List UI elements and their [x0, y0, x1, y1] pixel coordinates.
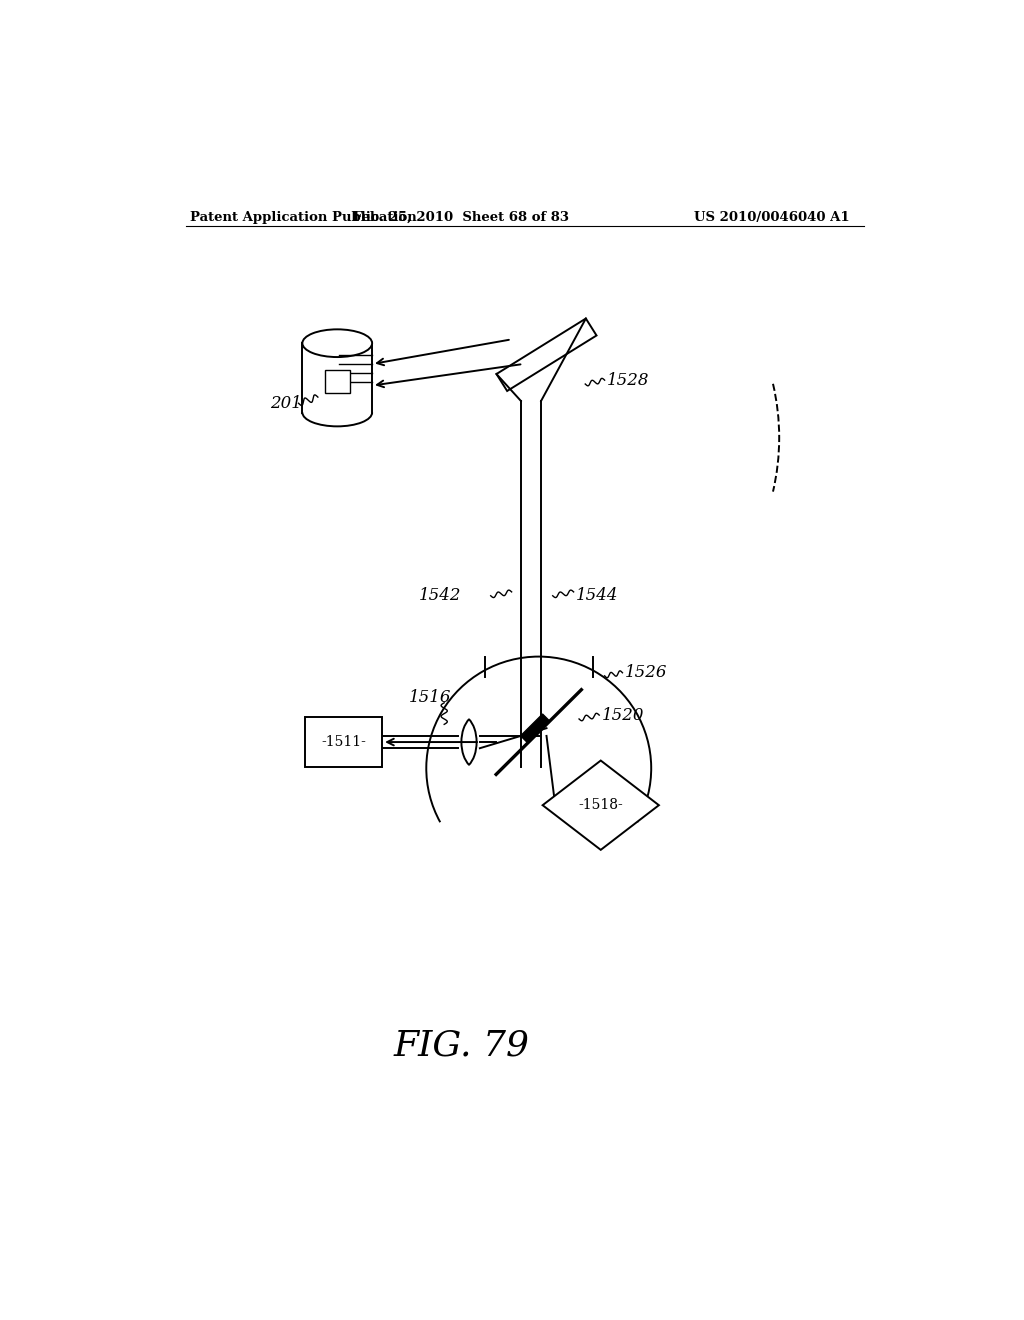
Polygon shape [543, 760, 658, 850]
Bar [305, 717, 382, 767]
Text: 1544: 1544 [575, 587, 618, 605]
Text: -1511-: -1511- [321, 735, 366, 748]
Text: Feb. 25, 2010  Sheet 68 of 83: Feb. 25, 2010 Sheet 68 of 83 [353, 211, 569, 224]
Text: 201: 201 [270, 395, 302, 412]
Text: FIG. 79: FIG. 79 [393, 1028, 529, 1063]
Text: 1528: 1528 [607, 372, 649, 388]
Text: -1518-: -1518- [579, 799, 624, 812]
Text: Patent Application Publication: Patent Application Publication [190, 211, 417, 224]
Text: US 2010/0046040 A1: US 2010/0046040 A1 [693, 211, 849, 224]
Polygon shape [520, 714, 549, 742]
Text: 1526: 1526 [625, 664, 668, 681]
Text: 1542: 1542 [419, 587, 461, 605]
Bar [325, 370, 349, 393]
Text: 1520: 1520 [601, 706, 644, 723]
Text: 1516: 1516 [410, 689, 452, 706]
Ellipse shape [302, 330, 372, 358]
